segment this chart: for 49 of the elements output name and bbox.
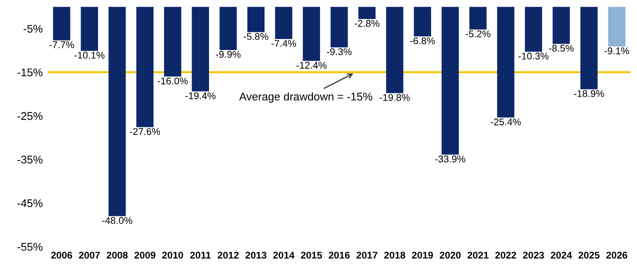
x-tick-label: 2013 [245,252,266,259]
data-label: -19.4% [185,92,216,100]
x-tick-label: 2015 [300,252,322,259]
data-label: -19.8% [380,94,410,101]
data-label: -9.9% [216,50,241,58]
x-tick-label: 2011 [190,252,211,259]
data-label: -7.7% [49,41,74,48]
x-tick-label: 2009 [134,252,156,259]
data-label: -7.4% [271,40,296,47]
x-tick-label: 2012 [218,252,239,259]
x-tick-label: 2025 [578,252,600,259]
y-tick-label: -45% [17,199,43,208]
x-tick-label: 2023 [523,252,544,259]
data-label: -27.6% [130,128,160,135]
data-label: -6.8% [410,37,435,44]
data-label: -12.4% [296,62,327,69]
y-tick-label: -15% [17,68,43,76]
data-label: -9.3% [326,48,352,56]
x-tick-label: 2021 [468,252,489,259]
x-tick-label: 2026 [606,252,628,259]
x-tick-label: 2019 [412,252,433,259]
x-tick-label: 2008 [106,252,128,259]
data-label: -8.5% [548,44,574,52]
data-label: -10.3% [518,52,549,60]
y-tick-label: -5% [24,24,43,33]
x-tick-label: 2007 [78,252,100,259]
x-tick-label: 2014 [273,252,294,259]
data-label: -25.4% [490,118,521,126]
data-label: -5.2% [466,30,490,38]
y-tick-label: -25% [17,112,43,120]
data-label: -9.1% [604,47,630,54]
x-tick-label: 2010 [162,252,184,259]
y-tick-label: -55% [17,242,43,251]
data-label: -16.0% [158,77,188,84]
x-tick-label: 2016 [328,252,350,259]
x-tick-label: 2018 [384,252,406,259]
data-label: -10.1% [74,52,104,59]
x-tick-label: 2020 [440,252,461,259]
x-tick-label: 2017 [356,252,378,259]
data-label: -2.8% [354,20,380,27]
x-tick-label: 2022 [495,252,516,259]
data-label: -33.9% [435,156,466,162]
data-label: -48.0% [102,217,132,224]
x-tick-label: 2024 [550,252,572,259]
annotation: Average drawdown = -15% [239,92,372,103]
x-tick-label: 2006 [51,252,72,259]
data-label: -18.9% [574,90,604,98]
data-label: -5.8% [244,33,268,40]
y-tick-label: -35% [17,156,43,164]
